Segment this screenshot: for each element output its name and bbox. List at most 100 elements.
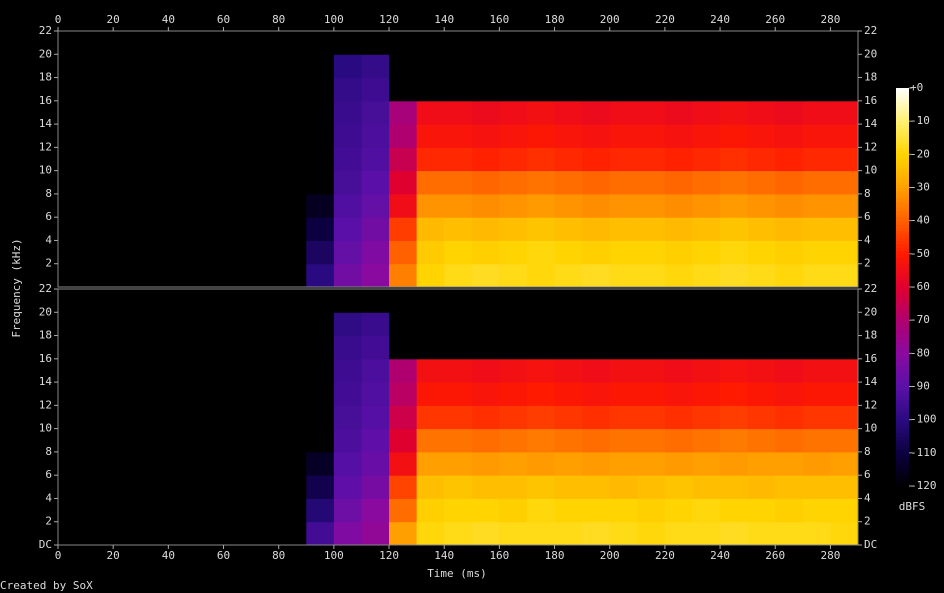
spectrogram-cell	[389, 100, 418, 125]
spectrogram-cell	[444, 451, 473, 476]
spectrogram-cell	[720, 382, 749, 406]
colorbar-segment	[896, 223, 909, 228]
spectrogram-cell	[361, 335, 390, 360]
spectrogram-cell	[251, 428, 280, 453]
x-tick-label: 200	[600, 549, 620, 562]
spectrogram-cell	[389, 124, 418, 148]
colorbar-segment	[896, 177, 909, 182]
spectrogram-cell	[582, 124, 611, 148]
spectrogram-cell	[637, 451, 666, 476]
spectrogram-cell	[802, 217, 831, 241]
spectrogram-cell	[85, 263, 114, 288]
colorbar-segment	[896, 157, 909, 162]
y-tick-label: 14	[39, 117, 53, 130]
colorbar-segment	[896, 230, 909, 235]
spectrogram-cell	[389, 475, 418, 499]
spectrogram-cell	[775, 31, 804, 55]
spectrogram-cell	[416, 100, 445, 125]
spectrogram-cell	[58, 335, 87, 360]
spectrogram-cell	[223, 405, 252, 430]
spectrogram-cell	[306, 335, 335, 360]
spectrogram-cell	[471, 31, 500, 55]
spectrogram-cell	[389, 54, 418, 79]
spectrogram-cell	[333, 31, 362, 55]
spectrogram-cell	[251, 521, 280, 546]
colorbar-segment	[896, 247, 909, 252]
spectrogram-cell	[775, 124, 804, 148]
spectrogram-cell	[664, 521, 693, 546]
spectrogram-cell	[582, 498, 611, 523]
spectrogram-cell	[637, 428, 666, 453]
spectrogram-cell	[692, 312, 721, 337]
spectrogram-cell	[747, 193, 776, 218]
spectrogram-cell	[195, 124, 225, 148]
spectrogram-cell	[802, 451, 831, 476]
colorbar-segment	[896, 94, 909, 99]
spectrogram-cell	[775, 100, 804, 125]
colorbar-segment	[896, 260, 909, 265]
spectrogram-cell	[306, 100, 335, 125]
spectrogram-cell	[306, 358, 335, 383]
spectrogram-cell	[140, 193, 169, 218]
spectrogram-cell	[692, 100, 721, 125]
spectrogram-cell	[113, 382, 142, 406]
spectrogram-cell	[223, 428, 252, 453]
spectrogram-cell	[306, 475, 335, 499]
spectrogram-cell	[278, 498, 307, 523]
spectrogram-cell	[720, 170, 749, 195]
spectrogram-cell	[333, 147, 362, 172]
spectrogram-cell	[692, 382, 721, 406]
colorbar-segment	[896, 479, 909, 484]
spectrogram-cell	[720, 217, 749, 241]
x-tick-label: 240	[710, 13, 730, 26]
spectrogram-cell	[692, 358, 721, 383]
spectrogram-cell	[830, 54, 859, 79]
spectrogram-cell	[802, 147, 831, 172]
spectrogram-cell	[85, 124, 114, 148]
spectrogram-cell	[361, 382, 390, 406]
colorbar-tick-label: -90	[910, 380, 930, 393]
colorbar-segment	[896, 373, 909, 378]
spectrogram-cell	[720, 358, 749, 383]
colorbar-segment	[896, 243, 909, 248]
spectrogram-cell	[444, 312, 473, 337]
colorbar-segment	[896, 316, 909, 321]
spectrogram-cell	[140, 428, 169, 453]
spectrogram-cell	[168, 498, 197, 523]
y-tick-label: 8	[864, 445, 871, 458]
x-tick-label: 120	[379, 13, 399, 26]
colorbar-segment	[896, 446, 909, 451]
spectrogram-cell	[830, 451, 859, 476]
spectrogram-cell	[802, 335, 831, 360]
spectrogram-cell	[195, 170, 225, 195]
spectrogram-cell	[471, 428, 500, 453]
spectrogram-cell	[223, 100, 252, 125]
spectrogram-cell	[664, 382, 693, 406]
colorbar-segment	[896, 403, 909, 407]
spectrogram-cell	[802, 240, 831, 265]
x-tick-label: 140	[434, 13, 454, 26]
spectrogram-cell	[58, 405, 87, 430]
colorbar-segment	[896, 250, 909, 255]
spectrogram-cell	[251, 124, 280, 148]
y-tick-label: 18	[864, 329, 877, 342]
spectrogram-cell	[444, 475, 473, 499]
colorbar-segment	[896, 233, 909, 238]
spectrogram-cell	[58, 31, 87, 55]
spectrogram-cell	[692, 54, 721, 79]
spectrogram-cell	[361, 77, 390, 102]
colorbar-segment	[896, 154, 909, 159]
spectrogram-cell	[802, 124, 831, 148]
spectrogram-cell	[692, 147, 721, 172]
spectrogram-cell	[775, 382, 804, 406]
spectrogram-cell	[747, 289, 776, 313]
spectrogram-cell	[416, 217, 445, 241]
colorbar-segment	[896, 363, 909, 368]
spectrogram-cell	[361, 498, 390, 523]
spectrogram-cell	[140, 521, 169, 546]
spectrogram-cell	[140, 498, 169, 523]
spectrogram-cell	[113, 521, 142, 546]
spectrogram-cell	[278, 170, 307, 195]
spectrogram-cell	[747, 77, 776, 102]
x-tick-label: 160	[489, 13, 509, 26]
